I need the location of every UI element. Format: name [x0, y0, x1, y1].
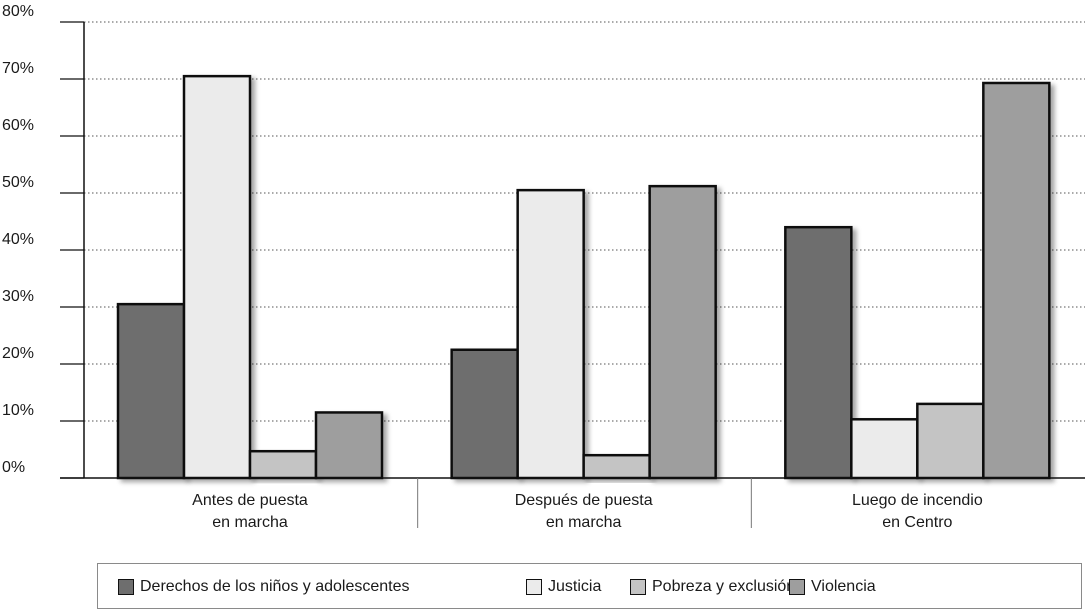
legend-swatch	[789, 579, 805, 595]
x-axis: Antes de puesta en marcha Después de puest…	[60, 477, 1085, 531]
bar	[850, 418, 919, 480]
legend-item: Pobreza y exclusión	[630, 564, 795, 610]
bar	[450, 348, 519, 480]
y-axis: 0% 10% 20% 30% 40% 50% 60% 70% 80%	[2, 3, 85, 479]
bar	[116, 302, 186, 480]
bar	[248, 449, 318, 480]
legend-swatch	[630, 579, 646, 595]
y-tick-label: 50%	[2, 174, 34, 191]
x-tick-label: Después de puesta	[515, 492, 653, 509]
y-tick-label: 60%	[2, 117, 34, 134]
legend-label: Pobreza y exclusión	[652, 578, 796, 595]
legend-item: Derechos de los niños y adolescentes	[118, 564, 410, 610]
y-tick-label: 40%	[2, 231, 34, 248]
x-tick-label: en Centro	[882, 514, 952, 531]
legend: Derechos de los niños y adolescentes Just…	[97, 563, 1082, 609]
bar	[648, 184, 717, 480]
bar	[314, 411, 384, 480]
y-tick-label: 70%	[2, 60, 34, 77]
legend-label: Justicia	[548, 578, 602, 595]
bar-chart: 0% 10% 20% 30% 40% 50% 60% 70% 80% Antes de pues…	[2, 3, 1085, 531]
x-tick-label: en marcha	[212, 514, 288, 531]
bar	[182, 74, 252, 480]
bars	[116, 74, 1051, 480]
bar	[784, 225, 853, 480]
y-tick-label: 0%	[2, 459, 25, 476]
y-tick-label: 80%	[2, 3, 34, 20]
y-tick-label: 30%	[2, 288, 34, 305]
legend-item: Violencia	[789, 564, 876, 610]
bar	[516, 188, 585, 480]
x-tick-label: Luego de incendio	[852, 492, 983, 509]
legend-label: Derechos de los niños y adolescentes	[140, 578, 410, 595]
y-tick-label: 20%	[2, 345, 34, 362]
x-tick-label: en marcha	[546, 514, 622, 531]
bar	[582, 453, 651, 480]
legend-swatch	[526, 579, 542, 595]
legend-item: Justicia	[526, 564, 601, 610]
legend-label: Violencia	[811, 578, 876, 595]
bar	[916, 402, 985, 480]
x-tick-label: Antes de puesta	[192, 492, 308, 509]
y-tick-label: 10%	[2, 402, 34, 419]
bar	[982, 81, 1051, 480]
legend-swatch	[118, 579, 134, 595]
